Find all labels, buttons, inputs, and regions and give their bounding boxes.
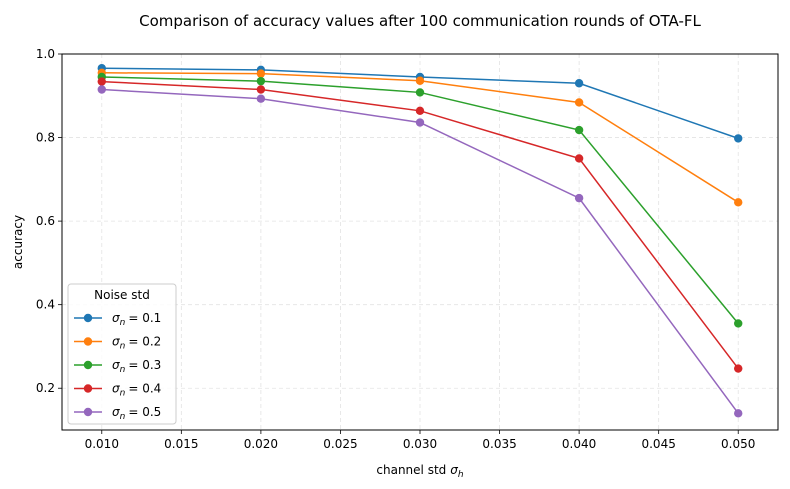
y-tick-label: 0.8 (36, 131, 55, 145)
series-layer (97, 64, 743, 418)
legend-label-symbol: σ (112, 405, 120, 419)
data-point (734, 364, 743, 373)
data-point (574, 125, 584, 135)
data-point (256, 69, 266, 78)
data-point (415, 88, 425, 97)
data-point (256, 85, 266, 94)
legend-label: σn = 0.3 (112, 358, 161, 375)
legend-label: σn = 0.1 (112, 311, 161, 328)
legend-entry: σn = 0.5 (74, 405, 161, 422)
x-axis-label-subscript: h (458, 470, 464, 480)
data-point (734, 319, 743, 328)
y-axis-ticks: 0.2 0.4 0.6 0.8 1.0 (36, 47, 62, 395)
legend-label: σn = 0.2 (112, 335, 161, 352)
legend-label-subscript: n (120, 365, 126, 375)
legend-entry: σn = 0.4 (74, 382, 161, 399)
y-tick-label: 0.4 (36, 298, 55, 312)
legend-marker (83, 384, 93, 393)
data-point (734, 134, 743, 143)
data-point (256, 76, 266, 86)
x-axis-label-symbol: σ (450, 463, 458, 477)
y-tick-label: 0.2 (36, 381, 55, 395)
chart-title: Comparison of accuracy values after 100 … (139, 12, 701, 30)
x-tick-label: 0.010 (85, 437, 119, 451)
legend-entries: σn = 0.1σn = 0.2σn = 0.3σn = 0.4σn = 0.5 (74, 311, 161, 422)
legend-label-value: = 0.4 (128, 382, 161, 396)
legend-label-value: = 0.3 (128, 358, 161, 372)
y-tick-label: 1.0 (36, 47, 55, 61)
x-axis-label: channel std σh (376, 463, 463, 480)
y-axis-label: accuracy (11, 215, 25, 269)
data-point (574, 79, 584, 88)
x-tick-label: 0.050 (721, 437, 755, 451)
legend-label-symbol: σ (112, 311, 120, 325)
legend-label-subscript: n (120, 389, 126, 399)
data-point (574, 193, 584, 203)
data-point (415, 106, 425, 116)
legend-marker (83, 407, 93, 417)
legend-label-subscript: n (120, 412, 126, 422)
data-point (574, 154, 584, 163)
legend-entry: σn = 0.1 (74, 311, 161, 328)
legend-marker (83, 337, 93, 346)
legend-box (67, 283, 177, 425)
series-4 (97, 77, 743, 373)
legend-label: σn = 0.4 (112, 382, 161, 399)
legend-label: σn = 0.5 (112, 405, 161, 422)
legend-label-value: = 0.2 (128, 335, 161, 349)
legend-entry: σn = 0.3 (74, 358, 161, 375)
legend-marker (83, 313, 93, 323)
series-5 (97, 85, 743, 418)
x-axis-label-text: channel std (376, 463, 446, 477)
data-point (97, 85, 106, 94)
x-tick-label: 0.015 (164, 437, 198, 451)
x-tick-label: 0.025 (323, 437, 357, 451)
x-axis-ticks: 0.010 0.015 0.020 0.025 0.030 0.035 0.040 0.045… (85, 430, 755, 451)
x-tick-label: 0.020 (244, 437, 278, 451)
data-point (256, 94, 266, 103)
data-point (97, 77, 106, 86)
data-point (734, 198, 743, 207)
data-point (415, 76, 425, 85)
y-tick-label: 0.6 (36, 214, 55, 228)
legend-label-subscript: n (120, 342, 126, 352)
legend-label-value: = 0.5 (128, 405, 161, 419)
x-tick-label: 0.030 (403, 437, 437, 451)
legend: Noise std σn = 0.1σn = 0.2σn = 0.3σn = 0.4σn… (67, 283, 177, 425)
x-tick-label: 0.035 (482, 437, 516, 451)
data-point (415, 118, 425, 127)
legend-label-value: = 0.1 (128, 311, 161, 325)
legend-label-symbol: σ (112, 335, 120, 349)
x-tick-label: 0.045 (641, 437, 675, 451)
legend-label-subscript: n (120, 318, 126, 328)
legend-entry: σn = 0.2 (74, 335, 161, 352)
data-point (734, 409, 743, 418)
legend-title: Noise std (94, 288, 150, 302)
legend-marker (83, 360, 93, 370)
legend-label-symbol: σ (112, 358, 120, 372)
legend-label-symbol: σ (112, 382, 120, 396)
data-point (574, 98, 584, 107)
x-tick-label: 0.040 (562, 437, 596, 451)
